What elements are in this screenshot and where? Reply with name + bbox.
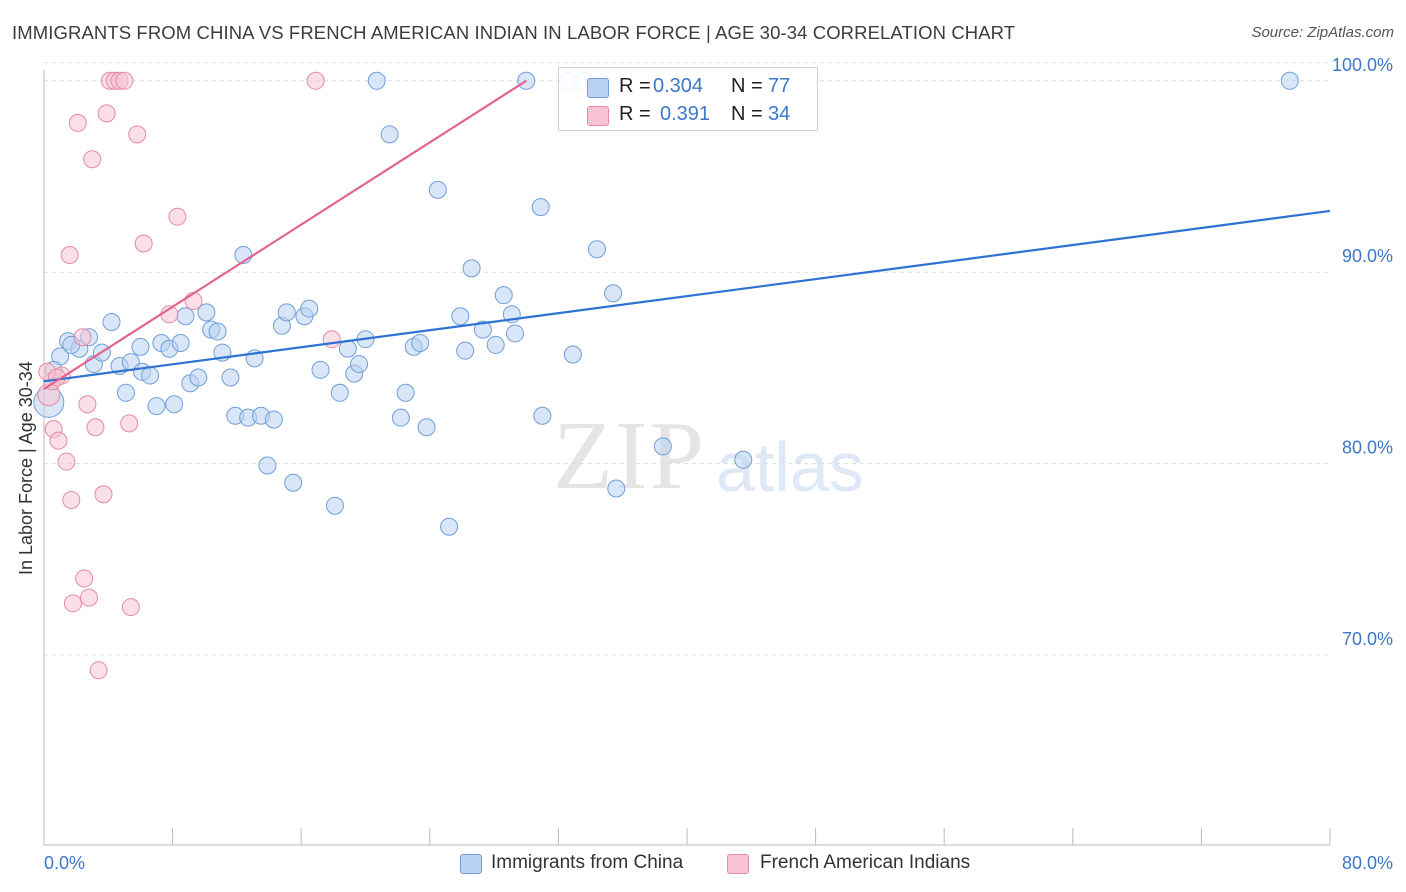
china-point — [165, 395, 184, 414]
china-point — [284, 473, 303, 492]
french-point — [134, 234, 153, 253]
french-point — [62, 490, 81, 509]
china-legend-swatch — [460, 854, 482, 874]
french-legend-label: French American Indians — [760, 852, 971, 873]
china-point — [131, 337, 150, 356]
china-legend-label: Immigrants from China — [491, 852, 684, 873]
french-point — [86, 418, 105, 437]
r-value: 0.304 — [653, 75, 704, 97]
china-point — [456, 341, 475, 360]
stats-legend-row-china: R = 0.304 N = 77 — [559, 73, 817, 101]
stats-legend: R = 0.304 N = 77 R = 0.391 N = 34 — [558, 67, 818, 131]
french-point — [49, 431, 68, 450]
china-point — [300, 299, 319, 318]
china-point — [147, 397, 166, 416]
n-value: 77 — [768, 75, 791, 97]
china-point — [116, 383, 135, 402]
china-point — [494, 286, 513, 305]
china-point — [176, 307, 195, 326]
french-point — [97, 104, 116, 123]
china-point — [607, 479, 626, 498]
china-point — [396, 383, 415, 402]
china-point — [531, 198, 550, 217]
china-point — [197, 303, 216, 322]
china-point — [141, 366, 160, 385]
watermark-zip: ZIP — [553, 402, 706, 510]
stats-legend-row-french: R = 0.391 N = 34 — [559, 101, 817, 129]
china-point — [330, 383, 349, 402]
r-label: R = — [619, 103, 651, 125]
french-point — [128, 125, 147, 144]
french-point — [80, 588, 99, 607]
french-point — [115, 71, 134, 90]
french-point — [89, 661, 108, 680]
french-point — [322, 330, 341, 349]
y-tick-label: 70.0% — [1342, 629, 1393, 649]
china-point — [563, 345, 582, 364]
china-point — [1280, 71, 1299, 90]
china-point — [277, 303, 296, 322]
china-point — [653, 437, 672, 456]
china-point — [587, 240, 606, 259]
china-point — [734, 450, 753, 469]
french-point — [120, 414, 139, 433]
french-point — [78, 395, 97, 414]
china-point — [221, 368, 240, 387]
china-point — [533, 406, 552, 425]
china-point — [325, 496, 344, 515]
china-point — [486, 335, 505, 354]
china-point — [380, 125, 399, 144]
china-point — [367, 71, 386, 90]
y-axis-label: In Labor Force | Age 30-34 — [16, 361, 36, 575]
french-swatch — [587, 106, 609, 126]
china-point — [171, 334, 190, 353]
french-point — [63, 594, 82, 613]
china-point — [391, 408, 410, 427]
y-tick-label: 100.0% — [1332, 55, 1393, 75]
china-point — [264, 410, 283, 429]
french-point — [57, 452, 76, 471]
french-point — [168, 207, 187, 226]
x-tick-label: 0.0% — [44, 853, 85, 873]
french-point — [68, 113, 87, 132]
china-point — [258, 456, 277, 475]
french-point — [184, 291, 203, 310]
source-label: Source: ZipAtlas.com — [1251, 24, 1394, 41]
china-point — [428, 180, 447, 199]
china-point — [311, 360, 330, 379]
china-point — [473, 320, 492, 339]
china-swatch — [587, 78, 609, 98]
china-trend-line — [43, 209, 1331, 383]
french-point — [75, 569, 94, 588]
french-legend-swatch — [727, 854, 749, 874]
french-trend-line — [43, 79, 527, 390]
china-point — [505, 324, 524, 343]
n-value: 34 — [768, 103, 791, 125]
r-label: R = — [619, 75, 651, 97]
y-tick-label: 90.0% — [1342, 246, 1393, 266]
china-point — [411, 334, 430, 353]
chart-title: IMMIGRANTS FROM CHINA VS FRENCH AMERICAN… — [12, 22, 1016, 43]
n-label: N = — [731, 75, 763, 97]
china-point — [604, 284, 623, 303]
china-point — [451, 307, 470, 326]
french-point — [94, 485, 113, 504]
french-point — [73, 328, 92, 347]
china-point — [189, 368, 208, 387]
french-point — [60, 245, 79, 264]
china-point — [462, 259, 481, 278]
china-point — [102, 312, 121, 331]
french-point — [306, 71, 325, 90]
x-tick-label: 80.0% — [1342, 853, 1393, 873]
french-point — [83, 150, 102, 169]
french-point — [121, 598, 140, 617]
china-point — [417, 418, 436, 437]
n-label: N = — [731, 103, 763, 125]
y-tick-label: 80.0% — [1342, 438, 1393, 458]
china-point — [440, 517, 459, 536]
china-point — [350, 355, 369, 374]
china-point — [208, 322, 227, 341]
r-value: 0.391 — [660, 103, 711, 125]
